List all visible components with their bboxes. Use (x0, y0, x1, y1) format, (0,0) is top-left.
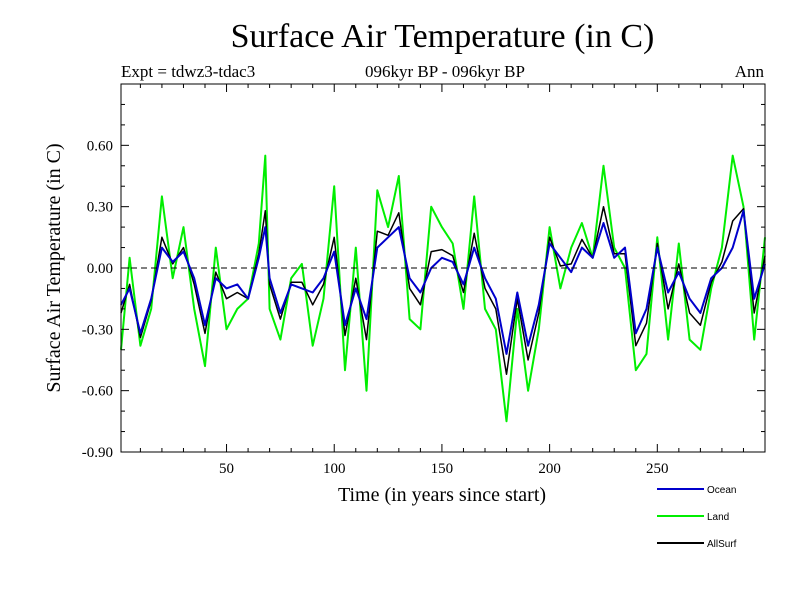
legend-label-ocean: Ocean (707, 485, 736, 496)
x-axis-label: Time (in years since start) (338, 484, 546, 506)
legend: Ocean Land AllSurf (657, 485, 737, 550)
y-tick-label: 0.30 (87, 200, 113, 216)
x-tick-label: 100 (323, 461, 346, 477)
season-label: Ann (734, 62, 764, 81)
y-tick-label: 0.00 (87, 261, 113, 277)
x-tick-label: 50 (219, 461, 234, 477)
x-tick-label: 150 (431, 461, 454, 477)
axis-ticks (121, 84, 765, 453)
y-tick-label: 0.60 (87, 138, 113, 154)
x-tick-label: 250 (646, 461, 669, 477)
y-tick-label: -0.30 (82, 322, 113, 338)
chart-title: Surface Air Temperature (in C) (230, 18, 655, 55)
series-line-ocean (120, 209, 766, 355)
experiment-label: Expt = tdwz3-tdac3 (121, 62, 256, 81)
y-axis-label: Surface Air Temperature (in C) (43, 143, 65, 392)
chart-subtitle: 096kyr BP - 096kyr BP (365, 62, 525, 81)
axis-tick-labels: 50 100 150 200 250 -0.90 -0.60 -0.30 0.00 0.30 0.6… (82, 138, 669, 477)
legend-label-land: Land (707, 512, 729, 523)
x-tick-label: 200 (538, 461, 561, 477)
plot-lines (120, 154, 766, 423)
legend-label-allsurf: AllSurf (707, 539, 737, 550)
y-tick-label: -0.90 (82, 445, 113, 461)
y-tick-label: -0.60 (82, 384, 113, 400)
series-line-land (120, 154, 766, 423)
